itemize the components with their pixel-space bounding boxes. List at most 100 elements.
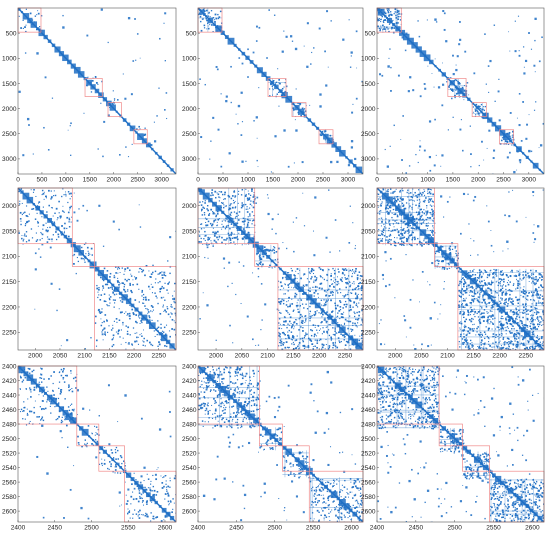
data-point [328,346,331,349]
data-point [120,329,122,331]
data-point [273,252,276,254]
data-point [516,343,519,346]
data-point [277,280,280,282]
data-point [345,306,347,308]
data-point [495,296,497,298]
data-point [332,327,334,329]
data-point [462,310,464,312]
data-point [517,15,520,17]
data-point [171,295,174,297]
data-point [336,283,338,286]
data-point [307,346,310,349]
data-point [387,8,390,10]
data-point [253,120,255,122]
data-point [158,273,160,275]
data-point [73,253,76,256]
data-point [276,93,278,95]
data-point [345,340,348,343]
data-point [389,257,392,260]
data-point [429,229,431,231]
data-point [492,299,496,304]
x-tick-label: 2150 [466,353,481,360]
data-point [404,231,407,233]
data-point [224,191,226,194]
data-point [381,203,383,205]
data-point [207,257,209,259]
data-point [198,241,201,243]
data-point [481,298,483,300]
data-point [398,10,400,12]
data-point [358,317,360,320]
data-point [214,233,216,235]
data-point [458,94,461,96]
data-point [500,328,503,330]
data-point [481,347,483,349]
data-point [536,311,539,314]
data-point [478,345,481,348]
data-point [95,426,98,428]
data-point [534,345,537,347]
data-point [61,416,63,418]
data-point [154,151,158,155]
data-point [110,465,112,468]
data-point [500,345,503,347]
data-point [113,457,115,459]
data-point [84,439,86,441]
data-point [19,388,21,390]
data-point [473,292,476,294]
data-point [173,307,176,310]
data-point [389,145,391,147]
data-point [449,249,451,251]
data-point [303,108,306,110]
data-point [20,190,24,194]
data-point [216,192,218,194]
data-point [73,408,75,410]
data-point [472,345,474,347]
data-point [78,250,84,256]
data-point [484,337,486,340]
data-point [516,280,518,282]
data-point [522,306,525,309]
data-point [157,326,160,329]
data-point [466,342,469,344]
data-point [477,301,479,303]
data-point [512,134,514,136]
data-point [505,317,507,320]
data-point [22,240,24,242]
data-point [344,318,347,321]
data-point [522,312,524,314]
data-point [22,13,30,20]
data-point [350,146,354,149]
data-point [520,291,523,293]
data-point [388,283,391,286]
data-point [333,269,336,272]
data-point [309,305,311,308]
data-point [537,325,540,328]
data-point [476,109,478,111]
data-point [475,114,477,116]
data-point [512,298,514,300]
data-point [299,104,301,106]
data-point [106,270,109,272]
data-point [342,316,344,319]
data-point [442,10,445,13]
data-point [427,190,429,192]
data-point [206,242,208,244]
data-point [31,237,34,239]
data-point [87,250,89,252]
data-point [528,347,531,349]
data-point [320,134,322,137]
data-point [91,254,94,256]
data-point [315,290,317,292]
data-point [345,349,348,350]
data-point [436,259,439,262]
data-point [534,347,537,349]
data-point [540,289,542,291]
data-point [493,277,495,279]
data-point [258,256,262,259]
data-point [237,104,241,108]
data-point [404,242,406,244]
data-point [213,219,216,222]
data-point [235,113,237,115]
data-point [216,236,218,239]
